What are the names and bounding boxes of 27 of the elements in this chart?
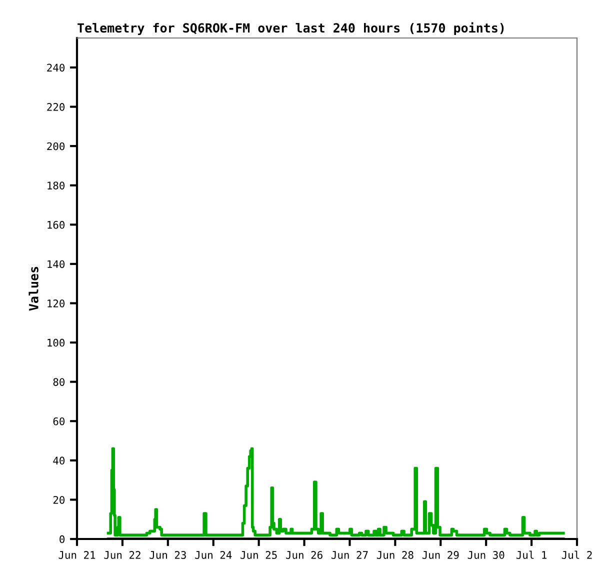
x-tick-label: Jul 2: [562, 550, 592, 559]
y-tick-label: 20: [53, 496, 65, 504]
y-tick-label: 220: [47, 103, 65, 111]
x-tick-label: Jun 24: [195, 551, 232, 559]
y-tick-label: 180: [48, 182, 65, 190]
chart-title: Telemetry for SQ6ROK-FM over last 240 hours (1570 points): [78, 22, 504, 36]
y-tick-label: 140: [48, 260, 65, 268]
x-tick-label: Jun 25: [240, 551, 277, 559]
x-tick-label: Jun 21: [58, 551, 96, 559]
x-tick-label: Jun 27: [331, 551, 368, 559]
y-tick-label: 40: [53, 456, 65, 465]
y-tick-label: 100: [48, 338, 65, 347]
x-tick-label: Jun 23: [150, 551, 186, 559]
x-tick-label: Jun 26: [286, 551, 322, 559]
y-tick-label: 120: [48, 299, 65, 308]
x-tick-label: Jun 30: [468, 551, 504, 559]
x-tick-label: Jul 1: [516, 550, 547, 559]
y-tick-label: 0: [60, 535, 65, 544]
y-axis-title: Values: [28, 266, 38, 311]
y-tick-label: 80: [53, 378, 65, 386]
y-tick-label: 240: [47, 64, 65, 72]
y-tick-label: 160: [48, 220, 65, 229]
x-tick-label: Jun 29: [422, 551, 459, 559]
x-tick-label: Jun 28: [376, 551, 414, 559]
y-tick-label: 200: [47, 142, 65, 150]
y-tick-label: 60: [53, 417, 65, 426]
x-tick-label: Jun 22: [104, 551, 140, 559]
